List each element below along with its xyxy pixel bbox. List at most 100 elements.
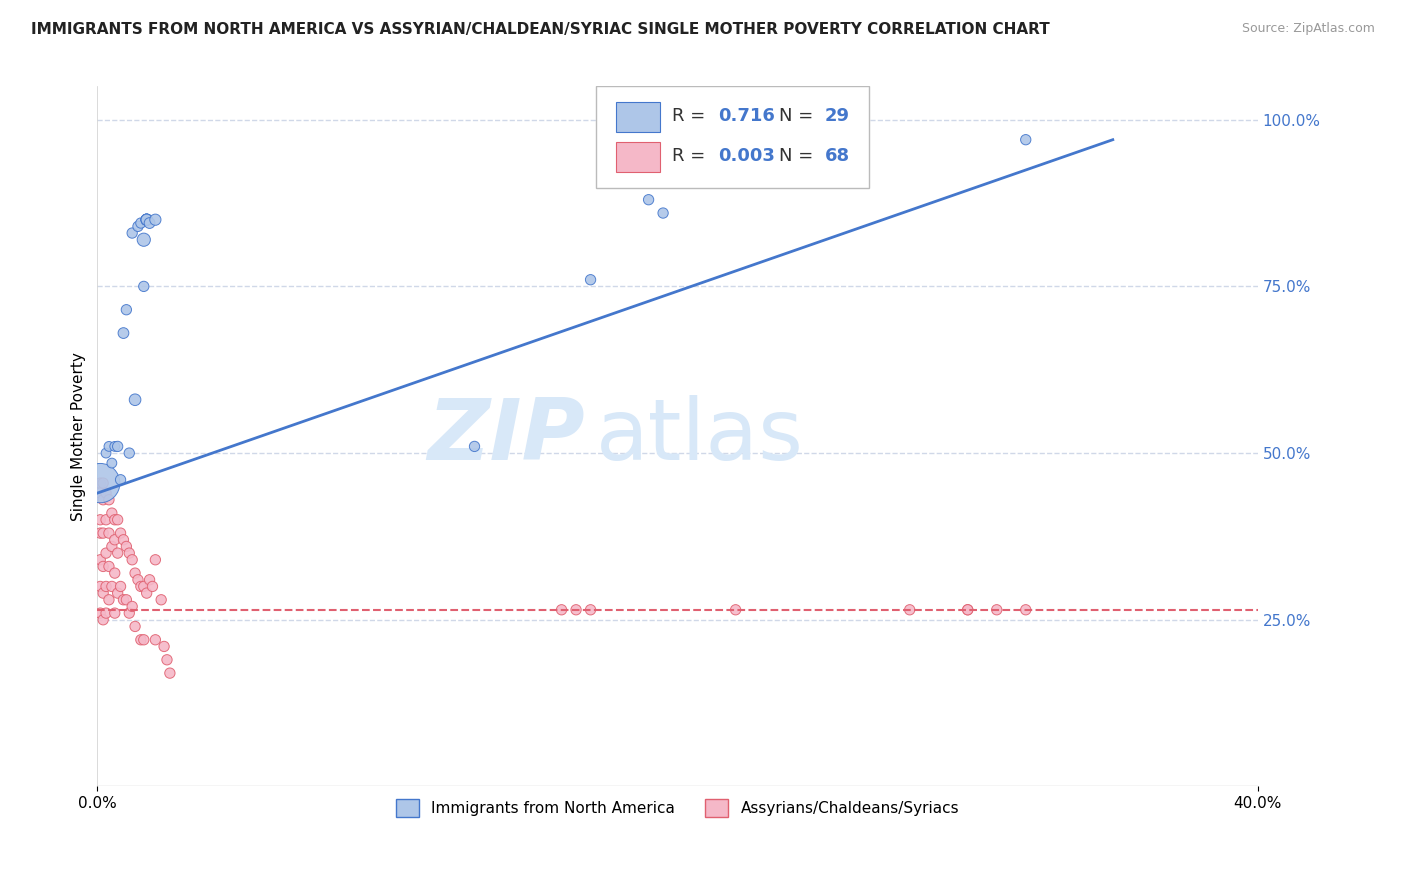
Point [94,579,117,593]
Point [121,553,143,567]
FancyBboxPatch shape [616,103,661,132]
Point [135,212,157,227]
Point [112,592,135,607]
Point [124,566,146,580]
Point [637,193,659,207]
Point [97,559,120,574]
Point [91,613,114,627]
Point [145,553,167,567]
Point [121,226,143,240]
Point [145,212,167,227]
Point [138,573,160,587]
Point [101,456,124,470]
Point [107,586,129,600]
Point [101,540,124,554]
Point [132,579,155,593]
Point [91,526,114,541]
Point [91,586,114,600]
Point [135,212,157,227]
Point [107,513,129,527]
Point [1015,133,1038,147]
Point [97,439,120,453]
Point [550,603,572,617]
Point [89,606,111,620]
Point [129,579,152,593]
Text: IMMIGRANTS FROM NORTH AMERICA VS ASSYRIAN/CHALDEAN/SYRIAC SINGLE MOTHER POVERTY : IMMIGRANTS FROM NORTH AMERICA VS ASSYRIA… [31,22,1050,37]
Point [138,216,160,230]
Point [107,546,129,560]
Point [129,632,152,647]
Point [110,473,132,487]
Point [956,603,979,617]
Text: atlas: atlas [596,395,804,478]
Point [141,579,163,593]
Point [115,592,138,607]
Point [94,486,117,500]
Point [124,619,146,633]
Point [129,216,152,230]
Point [91,492,114,507]
Point [94,606,117,620]
Point [956,603,979,617]
Point [145,632,167,647]
Point [104,439,127,453]
Point [135,212,157,227]
Point [124,392,146,407]
Point [132,233,155,247]
Point [89,476,111,491]
Point [463,439,485,453]
FancyBboxPatch shape [596,87,869,188]
Point [110,526,132,541]
Y-axis label: Single Mother Poverty: Single Mother Poverty [72,352,86,521]
Text: 0.716: 0.716 [718,107,775,126]
Point [89,553,111,567]
Point [112,533,135,547]
Point [1015,603,1038,617]
Point [104,606,127,620]
Point [112,326,135,340]
Point [898,603,921,617]
Text: N =: N = [779,107,818,126]
Point [89,476,111,491]
Text: 0.003: 0.003 [718,147,775,165]
Point [579,273,602,287]
Point [89,579,111,593]
Point [159,666,181,681]
Point [135,586,157,600]
Point [91,559,114,574]
FancyBboxPatch shape [616,143,661,172]
Point [153,640,176,654]
Point [118,446,141,460]
Point [135,212,157,227]
Point [132,279,155,293]
Point [118,546,141,560]
Point [94,546,117,560]
Text: 29: 29 [825,107,851,126]
Point [89,526,111,541]
Point [156,653,179,667]
Point [107,439,129,453]
Point [986,603,1008,617]
Text: R =: R = [672,147,711,165]
Text: 68: 68 [825,147,851,165]
Point [94,513,117,527]
Point [110,579,132,593]
Point [121,599,143,614]
Point [127,573,149,587]
Point [135,212,157,227]
Point [132,632,155,647]
Point [579,603,602,617]
Point [115,302,138,317]
Point [150,592,173,607]
Text: R =: R = [672,107,711,126]
Point [127,219,149,234]
Point [97,592,120,607]
Point [101,579,124,593]
Point [652,206,675,220]
Text: ZIP: ZIP [427,395,585,478]
Point [97,492,120,507]
Point [118,606,141,620]
Point [565,603,588,617]
Point [101,506,124,520]
Point [724,603,747,617]
